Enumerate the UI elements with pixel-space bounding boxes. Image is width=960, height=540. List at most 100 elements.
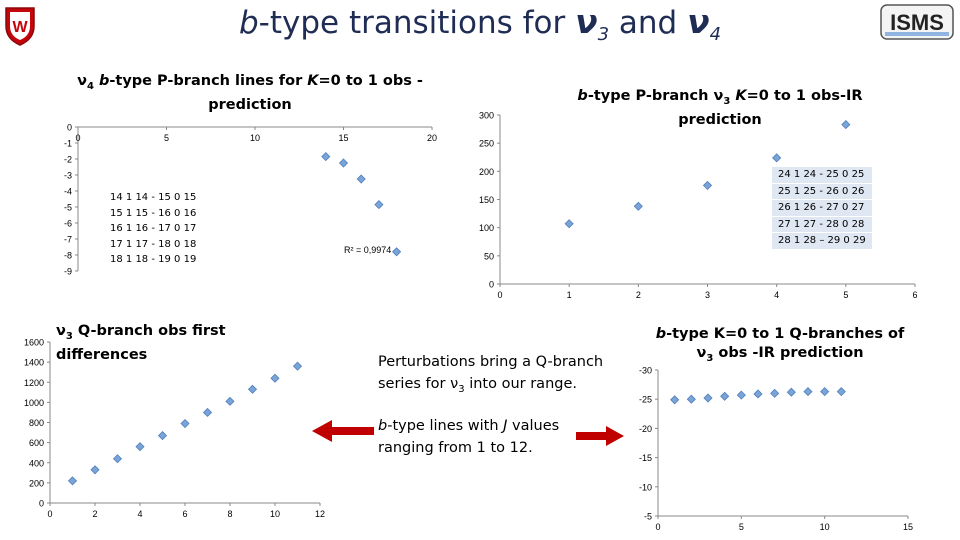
chart-v3-p-branch: 0 50 100 150 200 250 300 0 1 2 3 4 5 6 (479, 111, 918, 301)
x-tick-label: 4 (774, 290, 779, 300)
y-tick-label: -1 (64, 139, 72, 149)
data-point (772, 153, 782, 163)
y-tick-label: -30 (639, 366, 652, 376)
y-tick-label: -7 (64, 235, 72, 245)
data-point (670, 395, 680, 405)
y-tick-label: -4 (64, 187, 72, 197)
data-point (736, 390, 746, 400)
chart1-table-row: 14 1 14 - 15 0 15 (110, 192, 197, 203)
y-tick-label: 0 (67, 123, 72, 133)
x-tick-label: 5 (739, 522, 744, 532)
x-tick-label: 10 (270, 509, 280, 519)
data-point (374, 200, 384, 210)
j-values-note: b-type lines with J values ranging from … (378, 418, 560, 456)
data-point (820, 387, 830, 397)
x-tick-label: 6 (182, 509, 187, 519)
y-tick-label: 250 (479, 139, 494, 149)
y-tick-label: 400 (29, 458, 44, 468)
data-point (720, 391, 730, 401)
x-tick-label: 0 (497, 290, 502, 300)
y-tick-label: -5 (64, 203, 72, 213)
x-tick-label: 0 (655, 522, 660, 532)
chart1-table-row: 18 1 18 - 19 0 19 (110, 254, 197, 265)
left-arrow-icon (312, 420, 374, 442)
data-point (686, 394, 696, 404)
data-point (803, 387, 813, 397)
x-tick-label: 3 (705, 290, 710, 300)
y-tick-label: 200 (479, 167, 494, 177)
data-point (225, 396, 235, 406)
chart-q-branches-k0-1: -5 -10 -15 -20 -25 -30 0 5 10 15 (639, 366, 913, 533)
chart1-title: ν4 b-type P-branch lines for K=0 to 1 ob… (77, 73, 423, 113)
data-point (703, 393, 713, 403)
right-logo: ISMS (880, 4, 954, 40)
data-point (770, 388, 780, 398)
chart2-table-row: 25 1 25 - 26 0 26 (772, 183, 872, 200)
x-tick-label: 1 (567, 290, 572, 300)
data-point (112, 454, 123, 464)
chart1-table-row: 15 1 15 - 16 0 16 (110, 207, 197, 219)
data-point (338, 158, 349, 168)
y-tick-label: 200 (29, 478, 44, 488)
x-tick-label: 4 (137, 509, 142, 519)
logo-text: W (12, 19, 28, 36)
chart2-table-row: 24 1 24 - 25 0 25 (772, 167, 872, 184)
data-point (702, 180, 713, 190)
chart1-table-row: 16 1 16 - 17 0 17 (110, 223, 197, 234)
y-tick-label: -10 (639, 482, 652, 492)
y-tick-label: -8 (64, 251, 72, 261)
y-tick-label: 50 (484, 251, 494, 261)
y-tick-label: 150 (479, 195, 494, 205)
data-point (202, 407, 213, 418)
chart1-table: 14 1 14 - 15 0 15 15 1 15 - 16 0 16 16 1… (110, 190, 196, 268)
x-tick-label: 5 (164, 133, 169, 143)
x-tick-label: 10 (250, 133, 260, 143)
x-tick-label: 20 (427, 133, 437, 143)
x-tick-label: 8 (227, 509, 232, 519)
chart2-table-row: 26 1 26 - 27 0 27 (772, 200, 872, 217)
chart4-title: b-type K=0 to 1 Q-branches of ν3 obs -IR… (655, 326, 905, 364)
chart3-title: ν3 Q-branch obs first differences (56, 323, 226, 363)
x-tick-label: 2 (92, 509, 97, 519)
y-tick-label: 100 (479, 223, 494, 233)
x-tick-label: 12 (315, 509, 325, 519)
y-tick-label: -15 (639, 453, 652, 463)
y-tick-label: -25 (639, 395, 652, 405)
perturbation-note: Perturbations bring a Q-branch series fo… (378, 354, 604, 395)
x-tick-label: 5 (843, 290, 848, 300)
page-title: b-type transitions for ν3 and ν4 (238, 2, 722, 46)
chart2-table-row: 28 1 28 – 29 0 29 (772, 233, 872, 250)
x-tick-label: 2 (636, 290, 641, 300)
data-point (135, 442, 145, 452)
data-point (392, 247, 402, 257)
y-tick-label: 1600 (24, 338, 44, 348)
x-tick-label: 15 (338, 133, 348, 143)
y-tick-label: -2 (64, 155, 72, 165)
chart1-table-row: 17 1 17 - 18 0 18 (110, 238, 197, 250)
y-tick-label: -6 (64, 219, 72, 229)
data-point (292, 361, 303, 371)
y-tick-label: -9 (64, 267, 72, 277)
y-tick-label: -3 (64, 171, 72, 181)
y-tick-label: 800 (29, 418, 44, 428)
chart-v4-p-branch: 0-1-2-3-4-5-6-7-8-90 5 10 15 20 (64, 123, 437, 277)
y-tick-label: -5 (644, 512, 652, 522)
x-tick-label: 15 (903, 522, 913, 532)
right-arrow-icon (576, 426, 624, 446)
chart2-table: 24 1 24 - 25 0 25 25 1 25 - 26 0 26 26 1… (772, 167, 872, 250)
y-tick-label: 0 (39, 499, 44, 509)
y-tick-label: 300 (479, 111, 494, 121)
data-point (180, 418, 190, 429)
y-tick-label: -20 (639, 424, 652, 434)
data-point (564, 219, 574, 229)
data-point (633, 201, 643, 211)
x-tick-label: 0 (47, 509, 52, 519)
data-point (90, 465, 100, 475)
data-point (786, 387, 796, 397)
y-tick-label: 1200 (24, 378, 44, 388)
data-point (67, 476, 78, 486)
x-tick-label: 0 (75, 133, 80, 143)
y-tick-label: 0 (489, 280, 494, 290)
x-tick-label: 6 (912, 290, 917, 300)
